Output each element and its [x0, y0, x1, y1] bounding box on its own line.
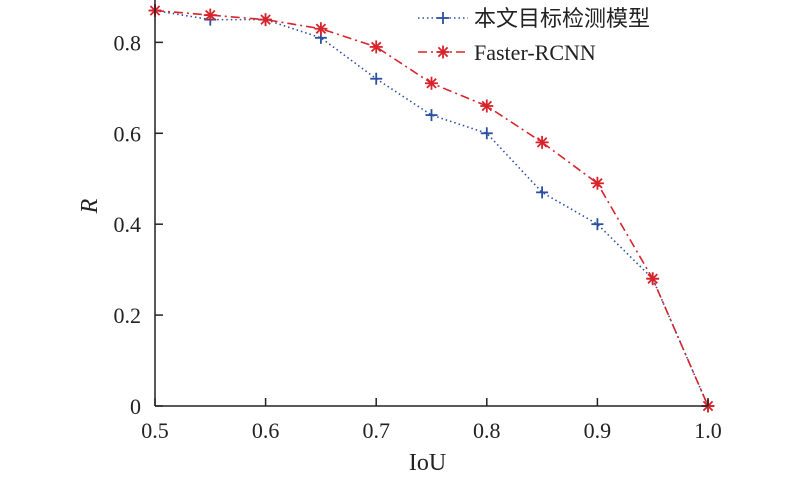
x-tick-label: 0.9 — [584, 418, 612, 443]
axes — [154, 0, 708, 407]
data-point-series-2 — [369, 40, 383, 54]
plot-lines — [154, 9, 709, 407]
legend-plus-icon — [437, 12, 449, 24]
x-tick-label: 1.0 — [694, 418, 722, 443]
y-tick-label: 0 — [130, 394, 141, 419]
data-point-series-2 — [314, 22, 328, 36]
legend-marker-series-2 — [436, 45, 450, 59]
plot-markers — [148, 4, 715, 413]
data-point-series-2 — [259, 13, 273, 27]
legend-marker-series-1 — [437, 12, 449, 24]
ticks: 0.5 0.6 0.7 0.8 0.9 1.0 0 0.2 0.4 0.6 0.8 — [114, 30, 722, 443]
data-point-series-2 — [480, 99, 494, 113]
data-point-series-2 — [425, 76, 438, 90]
legend-label-series-1: 本文目标检测模型 — [474, 6, 650, 31]
series-line-2 — [154, 9, 709, 407]
y-tick-label: 0.6 — [114, 121, 142, 146]
data-point-series-1 — [536, 186, 549, 199]
legend: 本文目标检测模型 Faster-RCNN — [418, 6, 650, 65]
legend-label-series-2: Faster-RCNN — [474, 40, 596, 65]
legend-item-series-2: Faster-RCNN — [418, 40, 596, 65]
data-point-series-1 — [425, 109, 438, 122]
y-tick-label: 0.8 — [114, 30, 142, 55]
data-point-series-2 — [535, 135, 549, 149]
y-tick-label: 0.4 — [114, 212, 142, 237]
x-tick-label: 0.8 — [473, 418, 501, 443]
y-tick-label: 0.2 — [114, 303, 142, 328]
x-tick-label: 0.5 — [141, 418, 169, 443]
x-axis-title: IoU — [409, 450, 446, 476]
data-point-series-2 — [646, 272, 660, 286]
data-point-series-2 — [590, 176, 604, 190]
x-tick-label: 0.6 — [252, 418, 280, 443]
data-point-series-1 — [591, 218, 604, 231]
series-line-1 — [154, 9, 709, 407]
legend-asterisk-icon — [436, 45, 450, 59]
data-point-series-1 — [370, 72, 383, 85]
y-axis-title: R — [77, 198, 103, 214]
data-point-series-1 — [480, 127, 493, 140]
data-point-series-2 — [203, 8, 217, 22]
legend-item-series-1: 本文目标检测模型 — [418, 6, 650, 31]
x-tick-label: 0.7 — [362, 418, 390, 443]
